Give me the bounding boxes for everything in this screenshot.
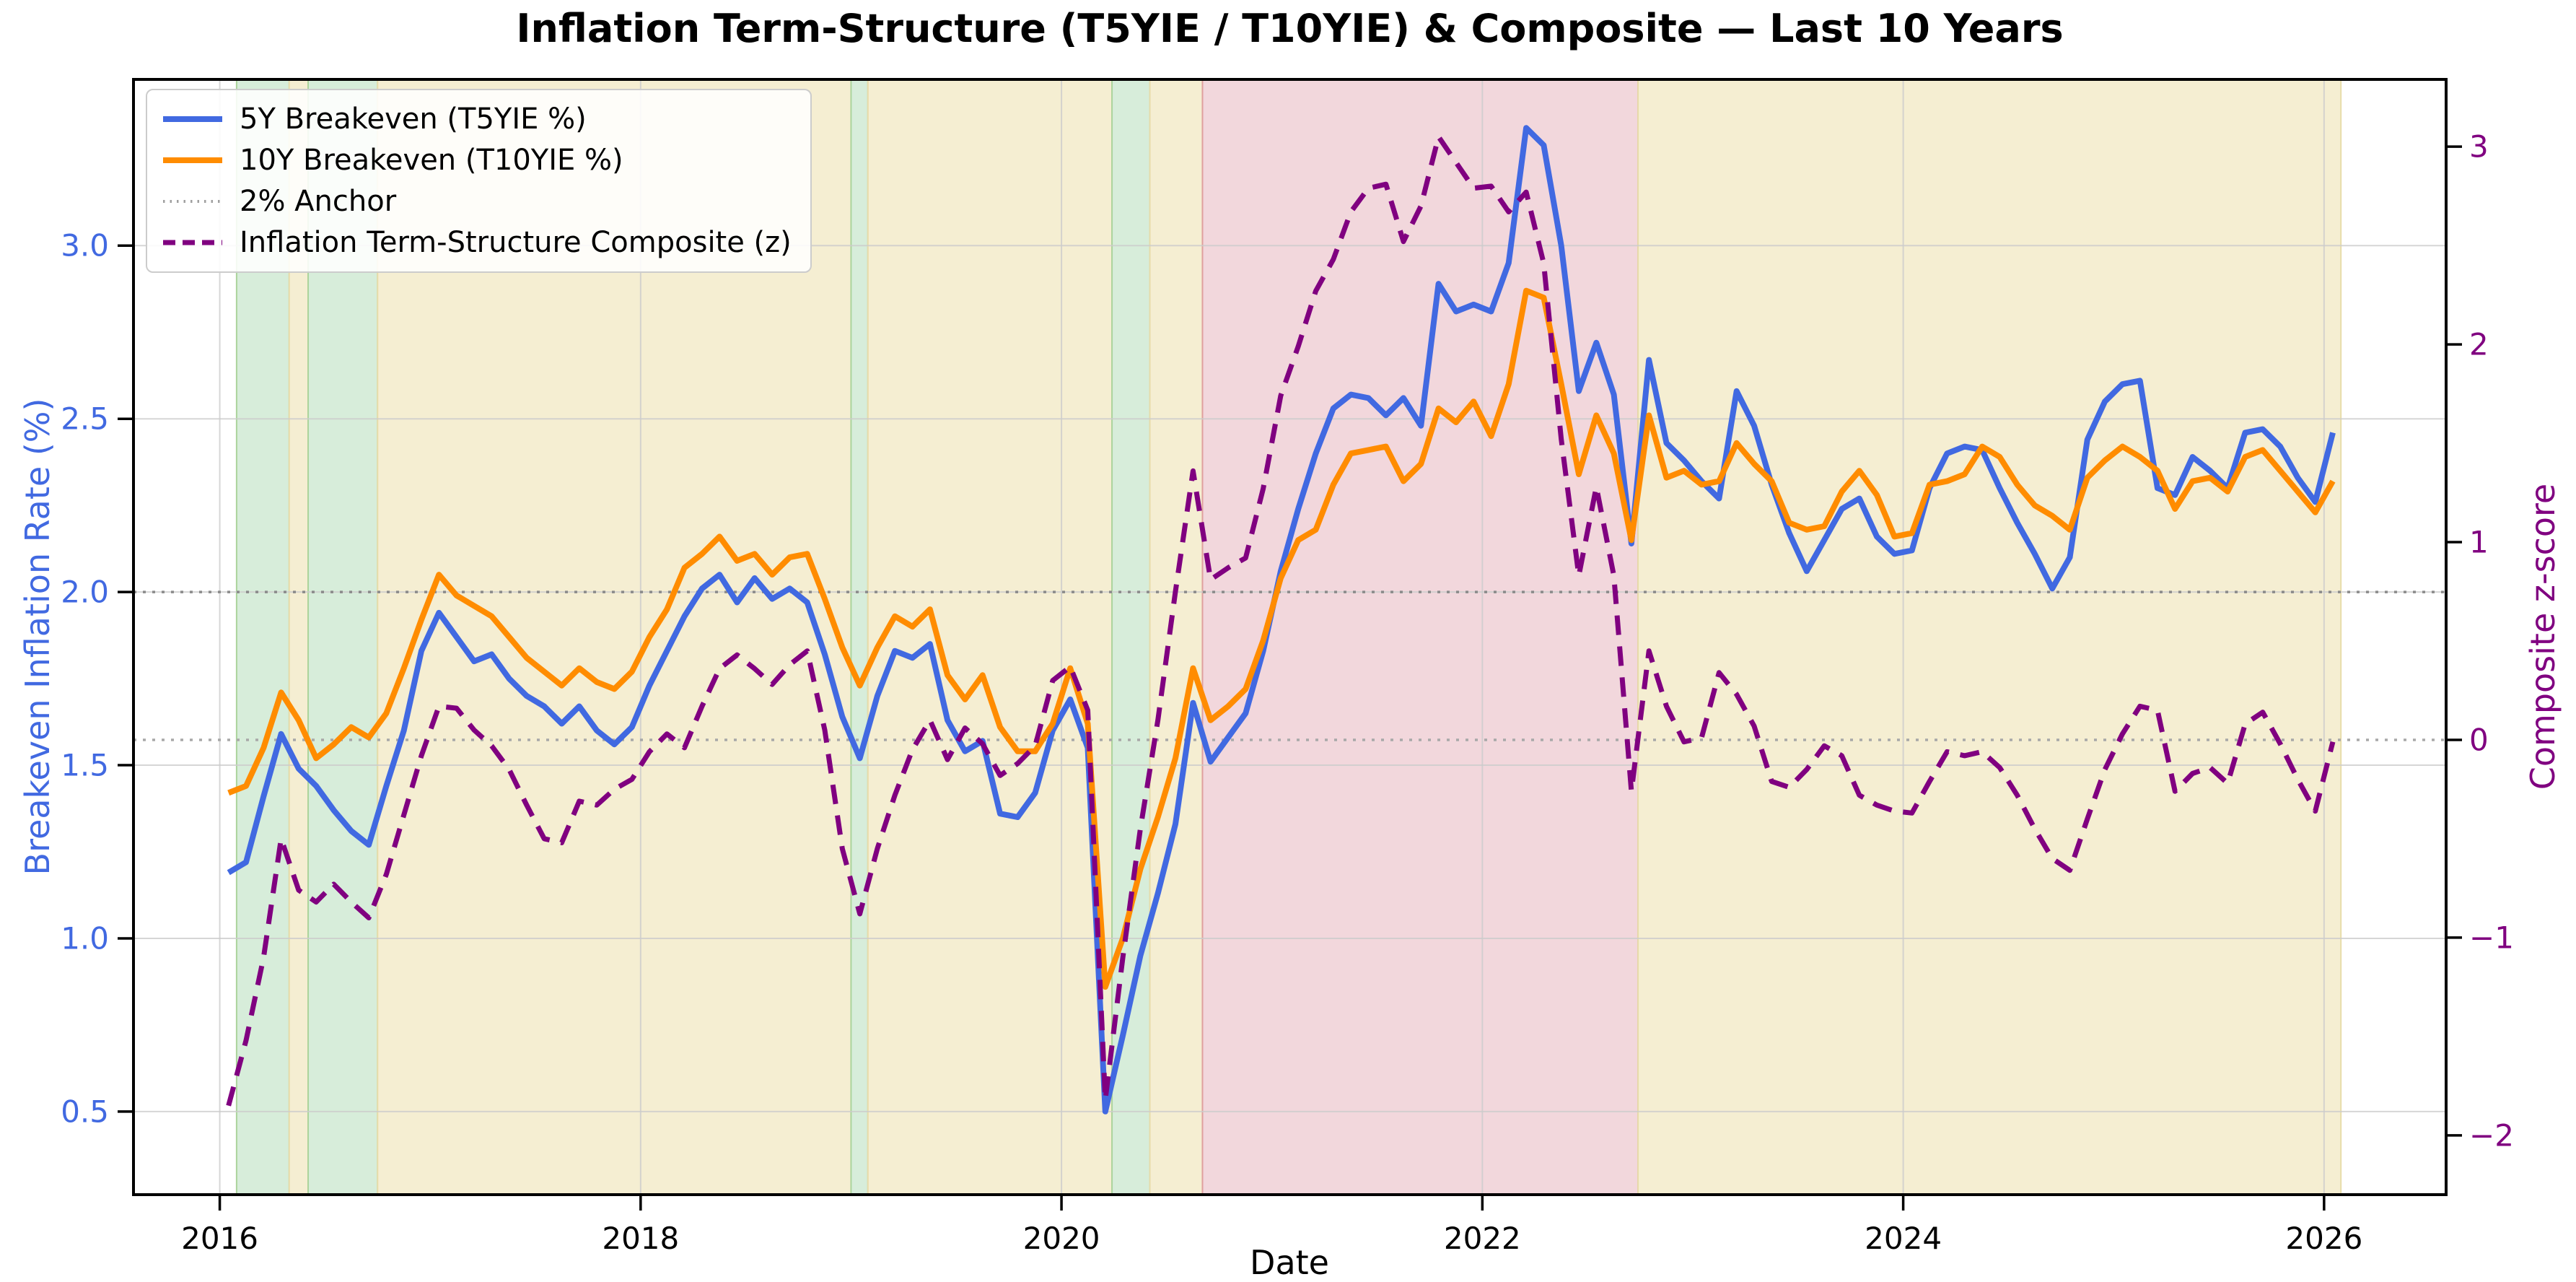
regime-band-tan xyxy=(867,79,1113,1195)
x-tick-label-2026: 2026 xyxy=(2285,1221,2363,1256)
x-tick-label-2024: 2024 xyxy=(1865,1221,1942,1256)
y-left-tick-label: 2.5 xyxy=(61,401,109,437)
y-right-tick-label: −2 xyxy=(2469,1117,2514,1154)
legend-swatch-solid xyxy=(163,116,222,122)
y-left-tick-label: 0.5 xyxy=(61,1094,109,1130)
axes-spines xyxy=(132,78,2448,1196)
y-left-tick-label: 1.5 xyxy=(61,747,109,783)
legend-swatch-dashed xyxy=(163,240,222,245)
x-tick-label-2020: 2020 xyxy=(1022,1221,1100,1256)
legend-label: 2% Anchor xyxy=(240,185,397,218)
legend-item-3: 2% Anchor xyxy=(162,184,792,219)
y-right-tick-label: 0 xyxy=(2469,722,2489,758)
legend-item-4: Inflation Term-Structure Composite (z) xyxy=(162,225,792,260)
legend-item-1: 5Y Breakeven (T5YIE %) xyxy=(162,102,792,136)
y-right-tick-label: 2 xyxy=(2469,326,2489,362)
x-tick-label-2022: 2022 xyxy=(1443,1221,1521,1256)
legend-label: 10Y Breakeven (T10YIE %) xyxy=(240,144,623,177)
y-left-tick-label: 3.0 xyxy=(61,227,109,263)
x-tick-label-2016: 2016 xyxy=(181,1221,259,1256)
regime-band-tan xyxy=(1637,79,2342,1195)
legend-swatch-solid xyxy=(163,157,222,163)
x-axis-label: Date xyxy=(1250,1243,1329,1282)
y-axis-label-left: Breakeven Inflation Rate (%) xyxy=(18,398,57,876)
regime-band-tan xyxy=(1149,79,1204,1195)
y-right-tick-label: −1 xyxy=(2469,920,2514,956)
regime-band-green xyxy=(1111,79,1151,1195)
t10yie-line xyxy=(227,287,2336,990)
y-right-tick-label: 3 xyxy=(2469,128,2489,165)
chart-title: Inflation Term-Structure (T5YIE / T10YIE… xyxy=(516,6,2064,51)
legend-swatch-dotted xyxy=(163,200,222,203)
composite-line xyxy=(226,134,2336,1107)
y-left-tick-label: 2.0 xyxy=(61,574,109,610)
regime-band-green xyxy=(850,79,869,1195)
legend-label: 5Y Breakeven (T5YIE %) xyxy=(240,103,587,136)
legend-label: Inflation Term-Structure Composite (z) xyxy=(240,226,792,259)
legend-item-2: 10Y Breakeven (T10YIE %) xyxy=(162,143,792,178)
y-right-tick-label: 1 xyxy=(2469,524,2489,560)
y-axis-label-right: Composite z-score xyxy=(2523,483,2562,790)
legend: 5Y Breakeven (T5YIE %) 10Y Breakeven (T10… xyxy=(146,89,812,273)
x-tick-label-2018: 2018 xyxy=(602,1221,680,1256)
y-left-tick-label: 1.0 xyxy=(61,920,109,956)
